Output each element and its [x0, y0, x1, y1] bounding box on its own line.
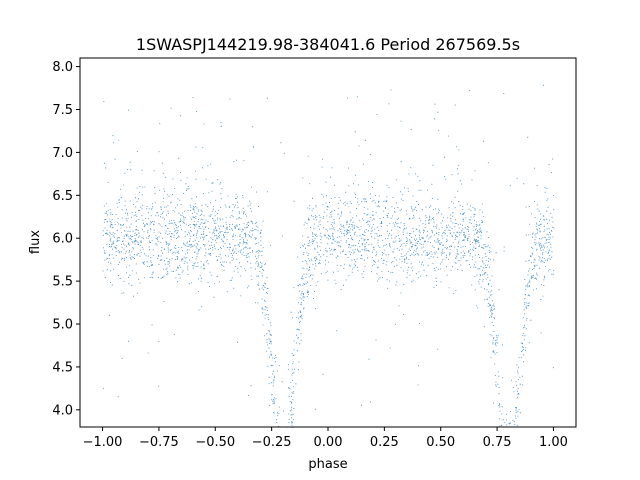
plot-area-frame: [79, 57, 577, 428]
scatter-points: [102, 84, 555, 428]
y-tick-label: 7.0: [52, 146, 73, 161]
y-tick-label: 7.5: [52, 103, 73, 118]
x-tick-label: 0.75: [483, 435, 512, 450]
y-tick-label: 5.0: [52, 318, 73, 333]
y-tick-label: 5.5: [52, 275, 73, 290]
x-tick-label: −0.75: [139, 435, 179, 450]
x-tick-label: 0.50: [426, 435, 455, 450]
x-tick-label: −1.00: [83, 435, 123, 450]
y-axis-label: flux: [28, 230, 43, 254]
y-tick-label: 4.5: [52, 360, 73, 375]
y-tick-label: 4.0: [52, 403, 73, 418]
x-tick-label: 1.00: [539, 435, 568, 450]
data-point-cloud: [102, 84, 555, 428]
y-tick-label: 6.0: [52, 232, 73, 247]
x-tick-label: 0.25: [370, 435, 399, 450]
x-tick-label: 0.00: [314, 435, 343, 450]
x-axis-label: phase: [308, 457, 347, 472]
y-tick-label: 8.0: [52, 60, 73, 75]
y-tick-label: 6.5: [52, 189, 73, 204]
y-axis: 4.0 4.5 5.0 5.5 6.0 6.5 7.0 7.5 8.0: [52, 60, 80, 418]
x-tick-label: −0.50: [195, 435, 235, 450]
x-axis: −1.00 −0.75 −0.50 −0.25 0.00 0.25 0.50 0.75 1.00: [83, 427, 568, 450]
x-tick-label: −0.25: [252, 435, 292, 450]
chart-title: 1SWASPJ144219.98-384041.6 Period 267569.…: [136, 35, 520, 54]
